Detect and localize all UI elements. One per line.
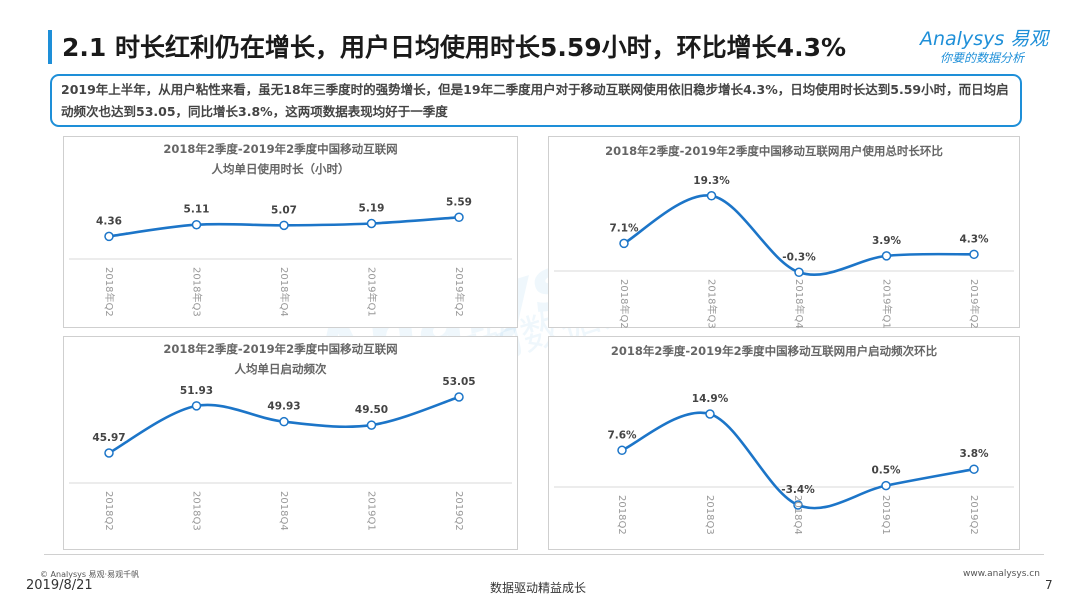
chart-panel-launch-qoq: 2018年2季度-2019年2季度中国移动互联网用户启动频次环比 7.6% 2018…	[548, 336, 1020, 550]
data-point	[191, 401, 202, 411]
data-point	[794, 267, 804, 278]
website-link[interactable]: www.analysys.cn	[963, 569, 1040, 579]
summary-box: 2019年上半年，从用户粘性来看，虽无18年三季度时的强势增长，但是19年二季度…	[50, 74, 1022, 127]
data-label: 4.3%	[959, 233, 989, 245]
x-tick-label: 2018Q3	[191, 491, 202, 531]
x-tick-label: 2018年Q2	[618, 279, 631, 329]
data-point	[793, 500, 803, 510]
data-label: 3.9%	[872, 235, 902, 247]
data-label: 5.11	[184, 204, 210, 216]
x-tick-label: 2019年Q1	[881, 279, 894, 329]
title-accent-bar	[48, 30, 52, 64]
data-label: 45.97	[92, 432, 125, 444]
data-point	[881, 480, 891, 491]
chart-panel-duration-qoq: 2018年2季度-2019年2季度中国移动互联网用户使用总时长环比 7.1% 201…	[548, 136, 1020, 329]
data-point	[705, 409, 715, 419]
chart-title: 2018年2季度-2019年2季度中国移动互联网	[163, 142, 397, 156]
chart-duration-qoq: 2018年2季度-2019年2季度中国移动互联网用户使用总时长环比 7.1% 201…	[554, 144, 1014, 329]
data-point	[279, 220, 289, 231]
x-tick-label: 2018Q2	[103, 491, 114, 531]
chart-panel-launch-frequency: 2018年2季度-2019年2季度中国移动互联网 人均单日启动频次 45.97 201…	[63, 336, 518, 550]
x-tick-label: 2019Q2	[453, 491, 464, 531]
data-point	[969, 249, 979, 260]
footer-slogan: 数据驱动精益成长	[490, 581, 587, 595]
x-tick-label: 2019年Q2	[453, 267, 466, 317]
page-title: 2.1 时长红利仍在增长，用户日均使用时长5.59小时，环比增长4.3%	[62, 33, 847, 62]
x-tick-label: 2019年Q1	[366, 267, 379, 317]
data-point	[619, 238, 629, 249]
data-label: 14.9%	[692, 393, 729, 405]
analysys-logo: Analysys 易观 你要的数据分析	[920, 24, 1060, 70]
logo-slogan: 你要的数据分析	[940, 51, 1025, 65]
data-label: 53.05	[442, 376, 475, 388]
data-label: 7.6%	[607, 429, 637, 441]
chart-title: 2018年2季度-2019年2季度中国移动互联网用户启动频次环比	[611, 344, 938, 358]
x-tick-label: 2018年Q3	[706, 279, 719, 329]
data-label: 4.36	[96, 215, 122, 227]
data-label: 49.93	[267, 401, 300, 413]
chart-subtitle: 人均单日启动频次	[235, 362, 327, 376]
data-label: 3.8%	[959, 448, 989, 460]
chart-title: 2018年2季度-2019年2季度中国移动互联网	[163, 342, 397, 356]
footer-divider	[44, 554, 1044, 555]
data-point	[366, 420, 377, 430]
x-tick-label: 2018年Q4	[793, 279, 806, 329]
x-tick-label: 2018年Q3	[191, 267, 204, 317]
data-label: 19.3%	[693, 175, 730, 187]
data-point	[366, 218, 377, 229]
x-tick-label: 2018Q4	[792, 495, 803, 535]
x-tick-label: 2018Q4	[278, 491, 289, 531]
data-label: 0.5%	[871, 465, 901, 477]
x-tick-label: 2019年Q2	[968, 279, 981, 329]
data-point	[454, 212, 464, 223]
page-number: 7	[1045, 578, 1053, 592]
x-tick-label: 2019Q2	[968, 495, 979, 535]
copyright-text: © Analysys 易观·易观千帆	[40, 570, 140, 579]
report-date: 2019/8/21	[26, 578, 93, 593]
data-label: 49.50	[355, 404, 388, 416]
data-point	[104, 231, 114, 242]
x-tick-label: 2018Q3	[704, 495, 715, 535]
chart-panel-daily-duration: 2018年2季度-2019年2季度中国移动互联网 人均单日使用时长（小时） 4.36…	[63, 136, 518, 328]
data-point	[279, 416, 289, 427]
data-label: -3.4%	[781, 484, 815, 496]
data-point	[191, 219, 202, 230]
data-label: 5.59	[446, 196, 472, 208]
chart-title: 2018年2季度-2019年2季度中国移动互联网用户使用总时长环比	[605, 144, 943, 158]
x-tick-label: 2019Q1	[880, 495, 891, 535]
data-point	[104, 448, 114, 458]
data-point	[617, 445, 627, 456]
data-label: 5.07	[271, 204, 297, 216]
x-tick-label: 2019Q1	[366, 491, 377, 531]
x-tick-label: 2018Q2	[616, 495, 627, 535]
x-tick-label: 2018年Q2	[103, 267, 116, 317]
data-label: -0.3%	[782, 251, 816, 263]
data-point	[454, 392, 464, 402]
data-label: 7.1%	[609, 222, 639, 234]
data-point	[881, 251, 892, 261]
chart-launch-qoq: 2018年2季度-2019年2季度中国移动互联网用户启动频次环比 7.6% 2018…	[554, 344, 1014, 535]
data-point	[706, 191, 717, 201]
chart-subtitle: 人均单日使用时长（小时）	[212, 162, 350, 176]
data-label: 51.93	[180, 385, 213, 397]
x-tick-label: 2018年Q4	[278, 267, 291, 317]
data-point	[969, 464, 979, 474]
logo-text: Analysys 易观	[920, 28, 1049, 50]
data-label: 5.19	[359, 202, 385, 214]
